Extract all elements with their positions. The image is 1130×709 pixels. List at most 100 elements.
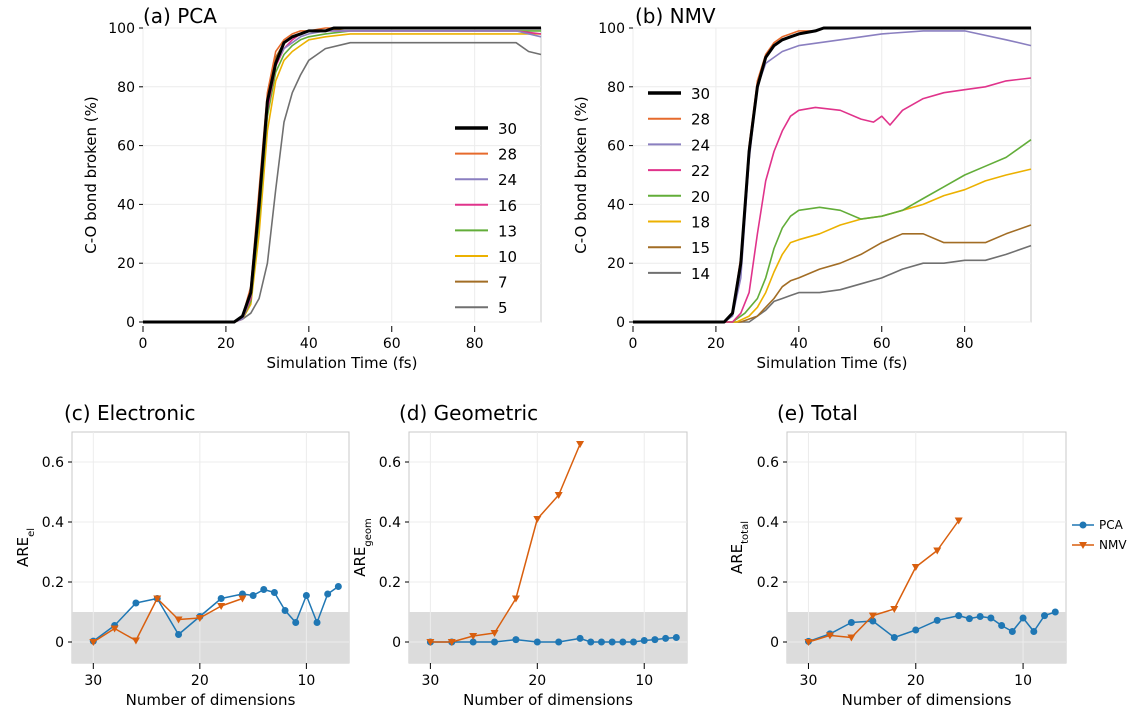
x-tick-label: 80 xyxy=(466,336,484,352)
data-point-nmv xyxy=(426,639,435,646)
y-axis-label: AREel xyxy=(14,528,37,567)
panel-a: 0 20 40 60 80 0 20 40 60 80 100 (a) PCA Simulation T… xyxy=(82,4,542,372)
data-point-pca xyxy=(302,592,310,599)
y-tick-label: 0.2 xyxy=(379,575,401,591)
series-line-5 xyxy=(143,41,542,323)
data-point-pca xyxy=(630,638,638,646)
data-point-pca xyxy=(132,599,140,607)
data-point-pca xyxy=(1019,614,1027,622)
data-point-nmv xyxy=(174,616,183,624)
panel-e: 30 20 10 0 0.2 0.4 0.6 (e) Total Number of dimen… xyxy=(728,401,1067,709)
data-point-pca xyxy=(217,595,225,602)
data-point-nmv xyxy=(533,516,542,523)
data-point-pca xyxy=(469,638,477,646)
x-tick-label: 0 xyxy=(139,336,148,352)
y-tick-label: 0 xyxy=(770,635,779,651)
legend-label: 28 xyxy=(498,146,517,164)
data-point-pca xyxy=(998,622,1006,629)
data-point-nmv xyxy=(576,441,585,448)
data-point-pca xyxy=(955,612,963,620)
series-line-14 xyxy=(633,244,1032,323)
data-point-nmv xyxy=(195,615,204,622)
data-point-pca xyxy=(260,586,268,593)
data-point-pca xyxy=(1041,612,1049,620)
y-axis-label: AREtotal xyxy=(728,521,751,574)
legend-label: 24 xyxy=(691,136,710,154)
legend-label: 13 xyxy=(498,222,517,240)
data-point-pca xyxy=(619,638,627,646)
legend-label: 24 xyxy=(498,171,517,189)
x-tick-label: 80 xyxy=(956,336,974,352)
x-axis-label: Number of dimensions xyxy=(126,691,296,709)
legend-label: 5 xyxy=(498,299,508,317)
y-tick-label: 0.2 xyxy=(757,575,779,591)
x-tick-label: 0 xyxy=(629,336,638,352)
legend-marker xyxy=(1079,521,1087,529)
legend-label: 7 xyxy=(498,274,508,292)
y-tick-label: 20 xyxy=(117,256,135,272)
y-axis-label-sub: geom xyxy=(363,518,374,546)
series-line-30 xyxy=(633,26,1031,324)
legend-label: NMV xyxy=(1099,538,1127,552)
data-point-pca xyxy=(1030,628,1038,635)
y-tick-label: 100 xyxy=(598,21,625,37)
x-tick-label: 40 xyxy=(300,336,318,352)
y-axis-label-sub: total xyxy=(740,521,751,544)
data-point-pca xyxy=(662,634,670,642)
x-tick-label: 20 xyxy=(528,673,546,689)
legend-label: 16 xyxy=(498,197,517,215)
data-point-pca xyxy=(334,583,342,590)
data-point-pca xyxy=(976,613,984,620)
y-tick-label: 0 xyxy=(55,635,64,651)
threshold-band xyxy=(72,612,349,663)
legend-label: 28 xyxy=(691,111,710,129)
y-axis-label-sub: el xyxy=(26,528,37,537)
y-tick-label: 0 xyxy=(126,315,135,331)
y-tick-label: 0.4 xyxy=(379,515,401,531)
data-point-nmv xyxy=(804,639,813,646)
y-axis-label-main: ARE xyxy=(351,547,369,577)
legend-label: 15 xyxy=(691,239,710,257)
data-point-pca xyxy=(281,607,289,614)
data-point-pca xyxy=(576,634,584,642)
panel-b: 0 20 40 60 80 0 20 40 60 80 100 (b) NMV Simulation T… xyxy=(572,4,1032,372)
y-axis-label: C-O bond broken (%) xyxy=(82,96,100,254)
data-point-pca xyxy=(270,589,278,596)
x-tick-label: 30 xyxy=(84,673,102,689)
x-tick-label: 60 xyxy=(383,336,401,352)
data-point-nmv xyxy=(238,595,247,603)
data-point-pca xyxy=(672,634,680,641)
data-point-pca xyxy=(512,636,520,644)
data-point-nmv xyxy=(217,603,226,610)
data-point-pca xyxy=(597,638,605,646)
x-tick-label: 30 xyxy=(800,673,818,689)
y-tick-label: 0.6 xyxy=(379,455,401,471)
data-point-pca xyxy=(847,619,855,626)
y-tick-label: 0 xyxy=(392,635,401,651)
legend-label: 14 xyxy=(691,265,710,283)
legend-label: 10 xyxy=(498,248,517,266)
data-point-nmv xyxy=(825,632,834,640)
series-line-18 xyxy=(633,168,1032,323)
y-tick-label: 0 xyxy=(616,315,625,331)
x-tick-label: 60 xyxy=(873,336,891,352)
y-tick-label: 0.6 xyxy=(42,455,64,471)
data-point-pca xyxy=(651,636,659,644)
data-point-nmv xyxy=(153,595,162,603)
series-line-30 xyxy=(143,26,541,324)
y-tick-label: 80 xyxy=(117,80,135,96)
data-point-pca xyxy=(640,637,648,644)
y-tick-label: 40 xyxy=(117,197,135,213)
panel-title: (b) NMV xyxy=(635,4,716,28)
legend-label: 22 xyxy=(691,162,710,180)
series-line-nmv xyxy=(808,520,960,643)
x-axis-label: Number of dimensions xyxy=(842,691,1012,709)
data-point-pca xyxy=(869,617,877,625)
x-tick-label: 10 xyxy=(1014,673,1032,689)
x-tick-label: 10 xyxy=(635,673,653,689)
x-tick-label: 40 xyxy=(790,336,808,352)
data-point-pca xyxy=(1008,628,1016,635)
data-point-nmv xyxy=(847,634,856,642)
data-point-nmv xyxy=(911,564,920,571)
